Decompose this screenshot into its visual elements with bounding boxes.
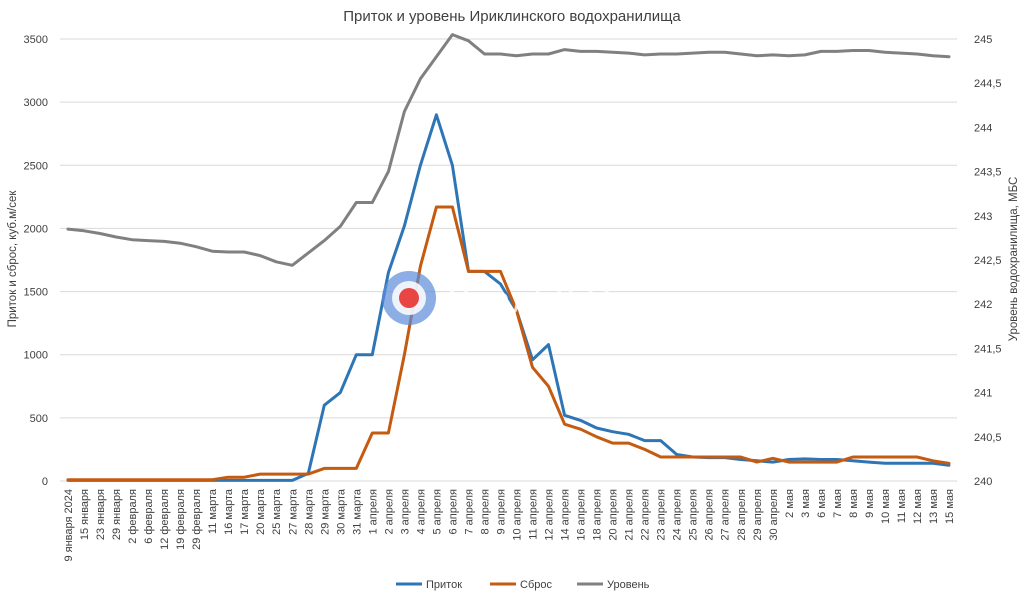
right-tick-label: 240 bbox=[974, 476, 992, 488]
x-tick-label: 9 января 2024 bbox=[63, 489, 75, 562]
x-tick-label: 21 апреля bbox=[624, 489, 636, 541]
left-tick-label: 0 bbox=[42, 476, 48, 488]
watermark: Урал56.Ру bbox=[382, 271, 630, 325]
right-tick-label: 243 bbox=[974, 211, 992, 223]
left-axis-title: Приток и сброс, куб.м/сек bbox=[7, 190, 19, 328]
x-tick-label: 19 февраля bbox=[175, 489, 187, 550]
x-tick-label: 29 февраля bbox=[191, 489, 203, 550]
right-tick-label: 243,5 bbox=[974, 167, 1002, 179]
x-tick-label: 23 апреля bbox=[656, 489, 668, 541]
x-tick-label: 27 апреля bbox=[720, 489, 732, 541]
x-tick-label: 2 апреля bbox=[383, 489, 395, 535]
x-tick-label: 29 января bbox=[111, 489, 123, 540]
x-tick-label: 4 апреля bbox=[415, 489, 427, 535]
right-axis-title: Уровень водохранилища, МБС bbox=[1008, 177, 1020, 342]
x-tick-label: 1 апреля bbox=[367, 489, 379, 535]
left-tick-label: 3500 bbox=[24, 34, 48, 46]
right-tick-label: 241 bbox=[974, 388, 992, 400]
legend: Приток Сброс Уровень bbox=[396, 579, 650, 591]
x-tick-label: 16 апреля bbox=[576, 489, 588, 541]
x-tick-label: 10 мая bbox=[880, 489, 892, 524]
x-tick-label: 13 мая bbox=[928, 489, 940, 524]
right-tick-label: 242 bbox=[974, 299, 992, 311]
right-axis-ticks: 240 240,5 241 241,5 242 242,5 243 243,5 244 244,5… bbox=[974, 34, 1002, 488]
x-tick-label: 8 мая bbox=[848, 489, 860, 518]
x-tick-label: 24 апреля bbox=[672, 489, 684, 541]
right-tick-label: 244,5 bbox=[974, 78, 1002, 90]
x-tick-label: 10 апреля bbox=[512, 489, 524, 541]
x-tick-label: 25 апреля bbox=[688, 489, 700, 541]
x-tick-label: 12 мая bbox=[912, 489, 924, 524]
left-tick-label: 3000 bbox=[24, 97, 48, 109]
x-tick-label: 3 апреля bbox=[399, 489, 411, 535]
x-tick-label: 5 апреля bbox=[431, 489, 443, 535]
x-tick-label: 2 мая bbox=[784, 489, 796, 518]
x-tick-label: 12 февраля bbox=[159, 489, 171, 550]
right-tick-label: 242,5 bbox=[974, 255, 1002, 267]
left-tick-label: 2500 bbox=[24, 160, 48, 172]
x-tick-label: 8 апреля bbox=[479, 489, 491, 535]
right-tick-label: 240,5 bbox=[974, 432, 1002, 444]
x-tick-label: 25 марта bbox=[271, 488, 283, 535]
x-tick-label: 7 апреля bbox=[463, 489, 475, 535]
x-tick-label: 26 апреля bbox=[704, 489, 716, 541]
x-tick-label: 29 апреля bbox=[752, 489, 764, 541]
x-tick-label: 30 апреля bbox=[768, 489, 780, 541]
x-tick-label: 22 апреля bbox=[640, 489, 652, 541]
x-tick-label: 15 января bbox=[79, 489, 91, 540]
left-tick-label: 1500 bbox=[24, 287, 48, 299]
watermark-text: Урал56.Ру bbox=[446, 280, 630, 322]
x-tick-label: 9 мая bbox=[864, 489, 876, 518]
chart-title: Приток и уровень Ириклинского водохранил… bbox=[343, 8, 681, 25]
x-tick-label: 20 марта bbox=[255, 488, 267, 535]
legend-label: Приток bbox=[426, 579, 462, 591]
right-tick-label: 244 bbox=[974, 122, 992, 134]
gridlines bbox=[60, 38, 957, 482]
x-tick-label: 15 мая bbox=[944, 489, 956, 524]
x-tick-label: 9 апреля bbox=[495, 489, 507, 535]
x-axis-ticks: 9 января 2024 15 января 23 января 29 января… bbox=[63, 488, 956, 561]
x-tick-label: 3 мая bbox=[800, 489, 812, 518]
x-tick-label: 6 апреля bbox=[447, 489, 459, 535]
x-tick-label: 27 марта bbox=[287, 488, 299, 535]
x-tick-label: 16 марта bbox=[223, 488, 235, 535]
legend-label: Сброс bbox=[520, 579, 552, 591]
left-tick-label: 500 bbox=[30, 413, 48, 425]
x-tick-label: 18 апреля bbox=[592, 489, 604, 541]
x-tick-label: 14 апреля bbox=[560, 489, 572, 541]
series-line-Сброс bbox=[66, 205, 951, 482]
left-axis-ticks: 0 500 1000 1500 2000 2500 3000 3500 bbox=[24, 34, 48, 488]
x-tick-label: 12 апреля bbox=[544, 489, 556, 541]
series-line-Уровень bbox=[66, 33, 951, 267]
right-tick-label: 241,5 bbox=[974, 343, 1002, 355]
watermark-dot bbox=[399, 288, 419, 308]
left-tick-label: 1000 bbox=[24, 350, 48, 362]
x-tick-label: 11 апреля bbox=[528, 489, 540, 540]
legend-label: Уровень bbox=[607, 579, 650, 591]
x-tick-label: 23 января bbox=[95, 489, 107, 540]
x-tick-label: 30 марта bbox=[335, 488, 347, 535]
x-tick-label: 11 мая bbox=[896, 489, 908, 523]
x-tick-label: 17 марта bbox=[239, 488, 251, 535]
x-tick-label: 2 февраля bbox=[127, 489, 139, 544]
x-tick-label: 20 апреля bbox=[608, 489, 620, 541]
x-tick-label: 11 марта bbox=[207, 488, 219, 534]
series-lines bbox=[66, 33, 951, 482]
x-tick-label: 29 марта bbox=[319, 488, 331, 535]
x-tick-label: 7 мая bbox=[832, 489, 844, 518]
right-tick-label: 245 bbox=[974, 34, 992, 46]
x-tick-label: 6 февраля bbox=[143, 489, 155, 544]
x-tick-label: 28 марта bbox=[303, 488, 315, 535]
x-tick-label: 31 марта bbox=[351, 488, 363, 535]
x-tick-label: 28 апреля bbox=[736, 489, 748, 541]
left-tick-label: 2000 bbox=[24, 223, 48, 235]
x-tick-label: 6 мая bbox=[816, 489, 828, 518]
